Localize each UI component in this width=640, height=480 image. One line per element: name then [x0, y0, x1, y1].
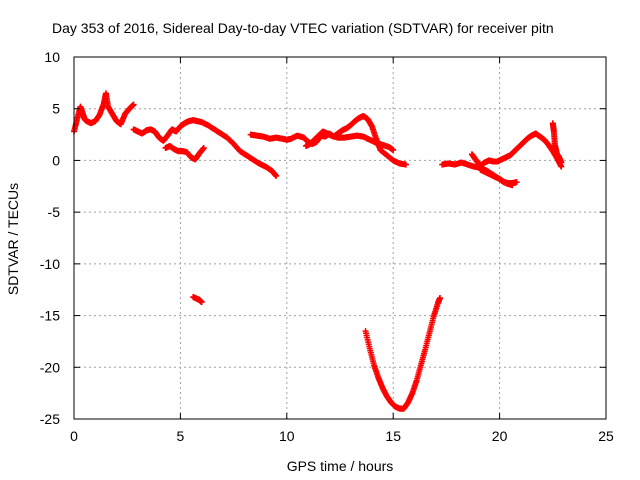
chart-title: Day 353 of 2016, Sidereal Day-to-day VTE…: [52, 20, 554, 36]
data-point: [558, 159, 565, 166]
x-tick-label: 10: [279, 428, 295, 444]
grid: [74, 57, 606, 419]
data-point: [437, 294, 444, 301]
data-point: [200, 145, 207, 152]
x-tick-label: 20: [492, 428, 508, 444]
x-tick-label: 0: [70, 428, 78, 444]
data-point: [402, 161, 409, 168]
ticks: 0 5 10 15 20 25 -25 -20 -15 -10 -5 0 5 10: [40, 49, 614, 444]
y-axis-label: SDTVAR / TECUs: [5, 183, 21, 295]
data-point: [198, 299, 205, 306]
x-tick-label: 25: [598, 428, 614, 444]
x-tick-label: 5: [177, 428, 185, 444]
data-point: [130, 101, 137, 108]
data-point: [390, 147, 397, 154]
y-tick-label: -15: [40, 308, 60, 324]
plot-frame: [73, 56, 607, 420]
y-tick-label: -20: [40, 359, 60, 375]
y-tick-label: -25: [40, 411, 60, 427]
data-series: [71, 90, 565, 412]
y-tick-label: -5: [48, 204, 61, 220]
y-tick-label: 10: [44, 49, 60, 65]
data-points: [71, 90, 565, 412]
y-tick-label: 0: [52, 152, 60, 168]
data-point: [273, 172, 280, 179]
x-tick-label: 15: [385, 428, 401, 444]
y-tick-label: -10: [40, 256, 60, 272]
data-point: [513, 179, 520, 186]
y-tick-label: 5: [52, 101, 60, 117]
x-axis-label: GPS time / hours: [287, 458, 394, 474]
data-point: [509, 182, 516, 189]
